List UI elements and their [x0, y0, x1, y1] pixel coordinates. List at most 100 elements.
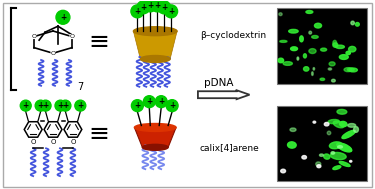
Circle shape	[143, 96, 155, 108]
Ellipse shape	[134, 123, 176, 131]
Circle shape	[40, 100, 51, 111]
Text: O: O	[51, 51, 55, 56]
Text: +: +	[147, 1, 153, 10]
Text: ≡: ≡	[88, 30, 109, 54]
Ellipse shape	[140, 56, 170, 62]
Ellipse shape	[313, 68, 315, 70]
Ellipse shape	[302, 156, 306, 159]
Ellipse shape	[289, 29, 298, 33]
Circle shape	[56, 10, 70, 24]
Circle shape	[35, 100, 46, 111]
Ellipse shape	[303, 54, 306, 58]
Ellipse shape	[339, 161, 350, 167]
Ellipse shape	[356, 22, 359, 26]
Ellipse shape	[313, 121, 316, 123]
Ellipse shape	[351, 21, 354, 25]
Text: pDNA: pDNA	[204, 78, 234, 88]
Text: 7: 7	[78, 82, 84, 92]
Polygon shape	[198, 90, 249, 99]
Text: +: +	[154, 1, 160, 10]
Ellipse shape	[338, 146, 342, 148]
Ellipse shape	[279, 13, 282, 16]
Bar	[278, 8, 367, 84]
Ellipse shape	[337, 109, 347, 114]
Ellipse shape	[280, 40, 287, 42]
Text: +: +	[60, 13, 66, 22]
Circle shape	[20, 100, 31, 111]
Ellipse shape	[349, 68, 357, 72]
Ellipse shape	[290, 128, 296, 132]
Ellipse shape	[350, 160, 352, 162]
Ellipse shape	[328, 119, 339, 124]
Circle shape	[151, 0, 164, 12]
Ellipse shape	[347, 68, 354, 71]
Circle shape	[137, 1, 150, 14]
Ellipse shape	[306, 11, 313, 13]
Ellipse shape	[342, 130, 355, 139]
Text: +: +	[161, 3, 167, 12]
Ellipse shape	[348, 124, 356, 127]
Ellipse shape	[330, 152, 346, 160]
Circle shape	[165, 5, 178, 18]
Ellipse shape	[339, 55, 348, 59]
Ellipse shape	[339, 121, 347, 127]
Text: +: +	[158, 97, 164, 106]
Text: +: +	[57, 101, 64, 110]
Ellipse shape	[278, 58, 284, 63]
Text: +: +	[168, 7, 174, 16]
Text: O: O	[69, 34, 74, 39]
Ellipse shape	[331, 152, 334, 154]
Ellipse shape	[300, 36, 303, 42]
Text: +: +	[62, 101, 69, 110]
Ellipse shape	[333, 166, 341, 170]
Text: +: +	[134, 101, 141, 110]
Text: +: +	[42, 101, 49, 110]
Ellipse shape	[320, 154, 324, 156]
Text: O: O	[32, 34, 37, 39]
Ellipse shape	[333, 40, 337, 46]
Text: +: +	[22, 101, 29, 110]
Polygon shape	[134, 31, 177, 59]
Circle shape	[131, 5, 144, 18]
Ellipse shape	[291, 47, 297, 51]
Ellipse shape	[321, 48, 327, 51]
Ellipse shape	[329, 62, 335, 66]
Ellipse shape	[346, 51, 350, 55]
Text: +: +	[146, 97, 152, 106]
Text: O: O	[30, 139, 36, 145]
Text: O: O	[70, 139, 75, 145]
Ellipse shape	[303, 67, 309, 71]
Circle shape	[144, 0, 157, 12]
Text: +: +	[134, 7, 141, 16]
Ellipse shape	[354, 127, 358, 132]
Ellipse shape	[324, 122, 329, 126]
Ellipse shape	[316, 162, 321, 166]
Ellipse shape	[333, 43, 338, 47]
Ellipse shape	[281, 169, 286, 173]
Ellipse shape	[327, 131, 331, 135]
Polygon shape	[134, 127, 176, 147]
Ellipse shape	[328, 68, 332, 70]
Text: +: +	[140, 3, 147, 12]
Ellipse shape	[142, 144, 168, 150]
Circle shape	[155, 96, 167, 108]
Text: ≡: ≡	[88, 122, 109, 146]
Ellipse shape	[134, 27, 177, 36]
Ellipse shape	[297, 57, 299, 60]
Circle shape	[55, 100, 66, 111]
Text: +: +	[77, 101, 83, 110]
Ellipse shape	[288, 142, 296, 148]
Ellipse shape	[317, 165, 321, 168]
Text: +: +	[169, 101, 175, 110]
Text: +: +	[38, 101, 44, 110]
Circle shape	[158, 1, 171, 14]
Ellipse shape	[312, 36, 318, 38]
Circle shape	[75, 100, 86, 111]
Ellipse shape	[283, 62, 292, 65]
Circle shape	[60, 100, 71, 111]
Circle shape	[131, 100, 143, 112]
Ellipse shape	[344, 68, 352, 72]
Bar	[278, 106, 367, 181]
Text: β–cyclodextrin: β–cyclodextrin	[200, 31, 266, 40]
Ellipse shape	[309, 49, 316, 53]
